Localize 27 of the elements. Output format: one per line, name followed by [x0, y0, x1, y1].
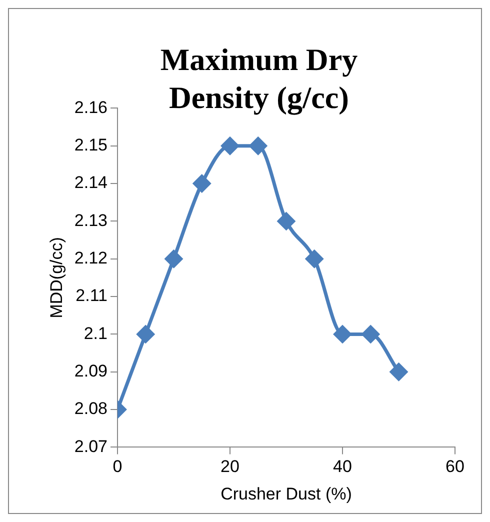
- y-tick-label: 2.08: [74, 399, 108, 418]
- y-axis-title: MDD(g/cc): [46, 237, 66, 318]
- y-tick-label: 2.12: [74, 248, 108, 268]
- point: [306, 250, 324, 268]
- point: [164, 250, 182, 268]
- x-axis-title: Crusher Dust (%): [220, 484, 352, 504]
- y-tick-label: 2.16: [74, 98, 108, 117]
- point: [221, 137, 239, 155]
- y-tick-label: 2.1: [84, 324, 108, 343]
- point: [193, 174, 211, 192]
- y-tick-label: 2.15: [74, 136, 108, 155]
- y-tick-label: 2.07: [74, 436, 108, 456]
- point: [136, 325, 154, 343]
- point: [249, 137, 267, 155]
- x-tick-label: 20: [220, 457, 240, 476]
- x-tick-label: 60: [446, 457, 464, 476]
- chart-title: Maximum Dry Density (g/cc): [159, 41, 359, 117]
- point: [362, 325, 380, 343]
- x-tick-label: 0: [112, 457, 122, 476]
- y-tick-label: 2.13: [74, 210, 108, 230]
- y-tick-label: 2.14: [74, 173, 108, 192]
- y-tick-label: 2.11: [76, 286, 108, 306]
- x-tick-label: 40: [333, 457, 352, 476]
- point: [277, 212, 295, 230]
- y-tick-label: 2.09: [74, 362, 108, 381]
- point: [334, 325, 352, 343]
- point: [390, 363, 408, 381]
